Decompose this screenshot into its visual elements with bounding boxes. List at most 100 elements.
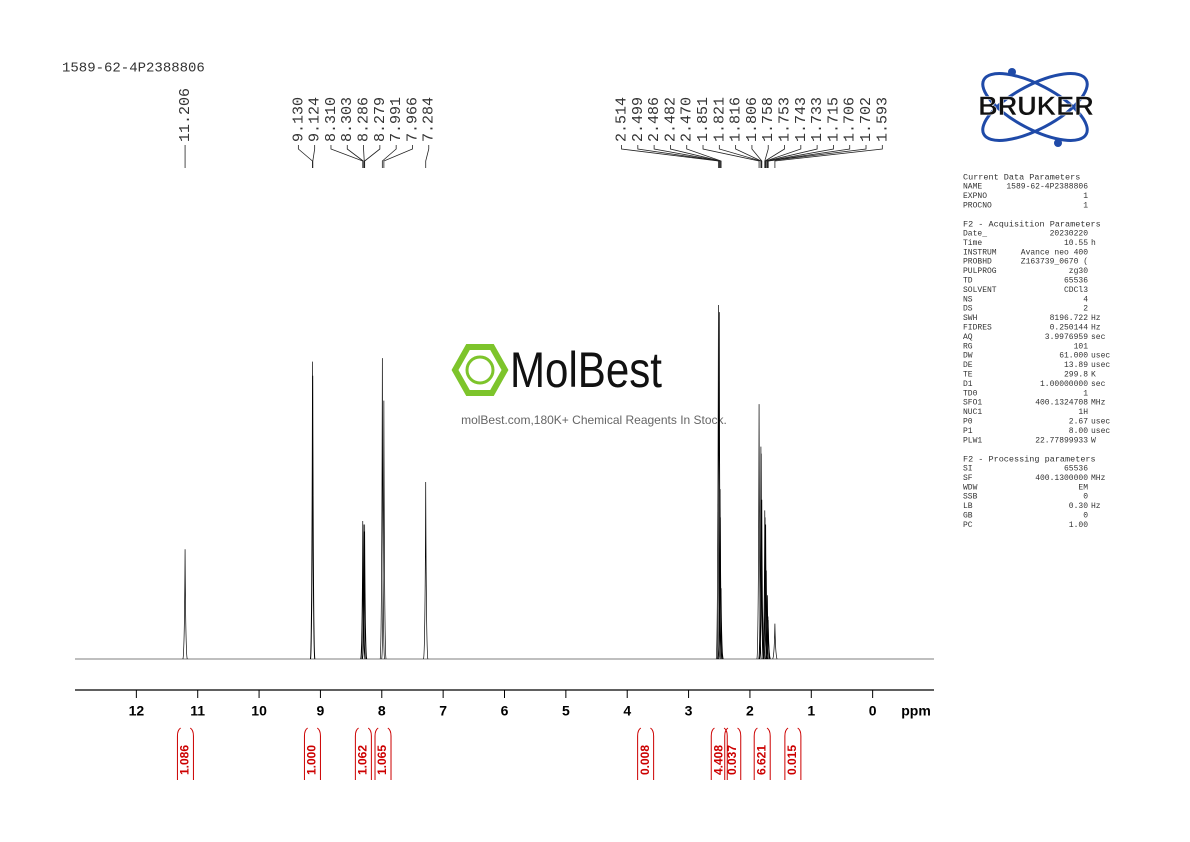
param-value: 22.77899933 — [1035, 436, 1088, 445]
peak-label: 2.514 — [613, 97, 630, 142]
peak-label: 1.743 — [793, 97, 810, 142]
integral-bracket — [797, 727, 802, 780]
peak — [759, 499, 765, 660]
peak-label: 1.753 — [776, 97, 793, 142]
peak-connector — [383, 145, 413, 168]
integral-bracket — [367, 727, 372, 780]
param-unit: Hz — [1091, 314, 1101, 323]
integral-bracket — [316, 727, 321, 780]
param-value: 0.250144 — [1050, 324, 1089, 333]
x-tick-label: 10 — [251, 703, 267, 719]
param-value: 1 — [1083, 192, 1088, 201]
param-value: 10.55 — [1064, 239, 1088, 248]
integral-label: 6.621 — [754, 745, 768, 775]
param-unit: usec — [1091, 361, 1110, 370]
peak — [423, 481, 429, 660]
param-unit: MHz — [1091, 399, 1106, 408]
integral-label: 1.086 — [178, 745, 192, 775]
param-value: 0 — [1083, 512, 1088, 521]
param-name: DW — [963, 352, 973, 361]
peak-connector — [774, 145, 883, 168]
peak-label: 8.310 — [323, 97, 340, 142]
param-section-title: F2 - Processing parameters — [963, 454, 1096, 464]
param-value: 8.00 — [1069, 427, 1088, 436]
x-tick-label: 2 — [746, 703, 754, 719]
peak-label: 2.482 — [662, 97, 679, 142]
param-value: 1 — [1083, 201, 1088, 210]
param-unit: K — [1091, 371, 1096, 380]
param-value: Avance neo 400 — [1021, 248, 1088, 257]
x-tick-label: 5 — [562, 703, 570, 719]
peak-label: 1.593 — [874, 97, 891, 142]
peak — [361, 531, 367, 660]
peak-connector — [765, 145, 818, 168]
param-unit: usec — [1091, 418, 1110, 427]
param-unit: usec — [1091, 427, 1110, 436]
param-name: TE — [963, 371, 973, 380]
param-name: PLW1 — [963, 436, 982, 445]
integral-label: 1.065 — [375, 745, 389, 775]
sample-id: 1589-62-4P2388806 — [62, 61, 205, 77]
param-value: 0 — [1083, 493, 1088, 502]
peak-label: 8.303 — [339, 97, 356, 142]
param-name: RG — [963, 342, 973, 351]
peak-label: 1.702 — [858, 97, 875, 142]
peak-connector — [364, 145, 381, 168]
peak-label: 1.706 — [842, 97, 859, 142]
param-value: 400.1300000 — [1035, 474, 1088, 483]
integral-bracket — [723, 727, 728, 780]
param-value: 4 — [1083, 295, 1088, 304]
peak-connector — [381, 145, 397, 168]
integral-bracket — [710, 727, 715, 780]
param-name: SF — [963, 474, 973, 483]
peak-label: 7.966 — [404, 97, 421, 142]
param-value: 61.000 — [1059, 352, 1088, 361]
x-tick-label: 6 — [501, 703, 509, 719]
peak-label: 1.821 — [711, 97, 728, 142]
integral-label: 1.000 — [305, 745, 319, 775]
param-section-title: Current Data Parameters — [963, 172, 1080, 182]
x-tick-label: 4 — [623, 703, 631, 719]
peak — [718, 588, 724, 660]
x-tick-label: 11 — [190, 703, 205, 719]
x-tick-label: 3 — [685, 703, 693, 719]
watermark-tagline: molBest.com,180K+ Chemical Reagents In S… — [461, 413, 727, 427]
peak — [379, 358, 385, 660]
peak-connector — [765, 145, 802, 168]
peak — [764, 595, 770, 660]
x-tick-label: 12 — [129, 703, 145, 719]
integral-bracket — [637, 727, 642, 780]
param-value: Z163739_0670 ( — [1021, 258, 1088, 267]
param-name: FIDRES — [963, 324, 992, 333]
integral-label: 1.062 — [356, 745, 370, 775]
integral-label: 0.037 — [725, 745, 739, 775]
peak-connector — [297, 145, 313, 168]
peak-label: 9.130 — [290, 97, 307, 142]
param-unit: sec — [1091, 380, 1106, 389]
peak-connector — [767, 145, 867, 168]
param-value: 1.00000000 — [1040, 380, 1088, 389]
integral-label: 0.015 — [785, 745, 799, 775]
peak — [182, 549, 188, 660]
param-value: zg30 — [1069, 267, 1088, 276]
param-name: NAME — [963, 183, 982, 192]
peak — [309, 361, 315, 660]
peak — [772, 623, 778, 660]
x-tick-label: 7 — [439, 703, 447, 719]
peak-label: 1.806 — [744, 97, 761, 142]
integral-bracket — [374, 727, 379, 780]
peak-connector — [346, 145, 364, 168]
bruker-logo: BRUKER — [978, 68, 1094, 147]
peak-label: 8.286 — [356, 97, 373, 142]
param-unit: Hz — [1091, 502, 1101, 511]
logo-text: BRUKER — [978, 91, 1094, 121]
peak-label: 2.499 — [630, 97, 647, 142]
x-axis-label: ppm — [901, 703, 931, 719]
peak-connector — [718, 145, 762, 168]
param-name: NUC1 — [963, 408, 982, 417]
param-name: AQ — [963, 333, 973, 342]
peak — [360, 520, 366, 660]
param-unit: sec — [1091, 333, 1106, 342]
integral-label: 4.408 — [711, 745, 725, 775]
peak — [362, 524, 368, 660]
